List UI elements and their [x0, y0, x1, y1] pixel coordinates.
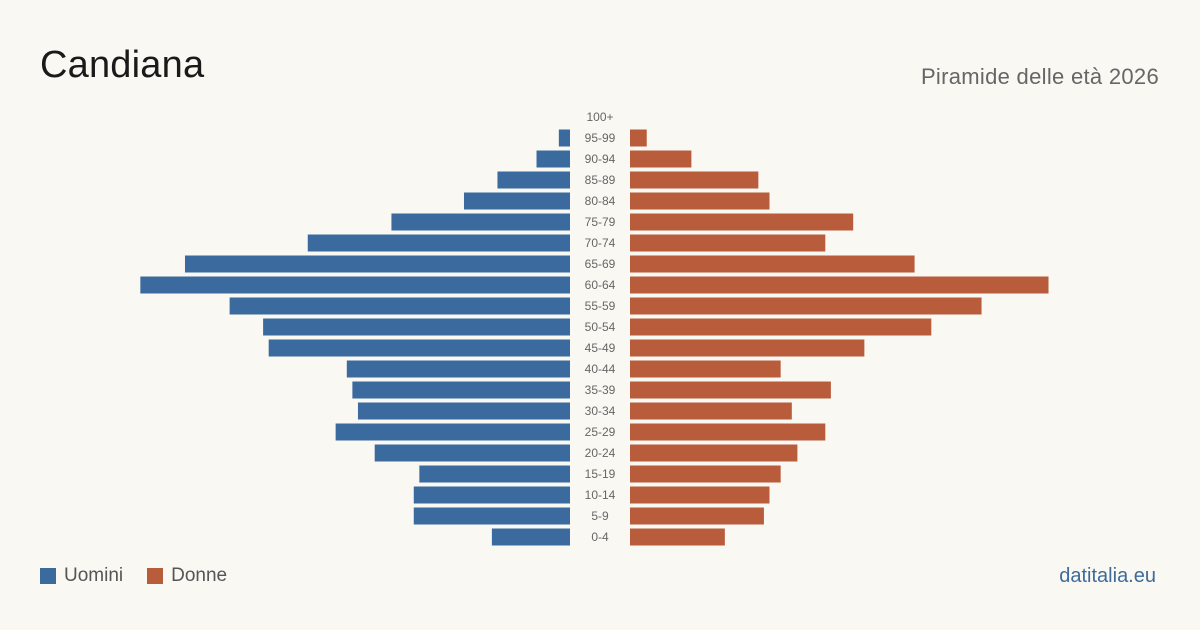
- age-label-55-59: 55-59: [585, 299, 616, 313]
- bar-women-30-34: [630, 402, 792, 420]
- bar-women-15-19: [630, 465, 781, 483]
- chart-subtitle: Piramide delle età 2026: [920, 64, 1159, 89]
- age-label-75-79: 75-79: [585, 215, 616, 229]
- age-label-85-89: 85-89: [585, 173, 616, 187]
- legend-item-men: Uomini: [40, 565, 123, 587]
- bar-men-55-59: [229, 297, 570, 315]
- bar-men-15-19: [419, 465, 570, 483]
- age-label-20-24: 20-24: [585, 446, 616, 460]
- bar-women-45-49: [630, 339, 865, 357]
- bar-women-85-89: [630, 171, 759, 189]
- age-label-70-74: 70-74: [585, 236, 616, 250]
- bar-men-70-74: [307, 234, 570, 252]
- age-label-10-14: 10-14: [585, 488, 616, 502]
- age-label-15-19: 15-19: [585, 467, 616, 481]
- age-label-90-94: 90-94: [585, 152, 616, 166]
- bar-men-5-9: [413, 507, 570, 525]
- bar-women-90-94: [630, 150, 692, 168]
- age-label-95-99: 95-99: [585, 131, 616, 145]
- bar-men-60-64: [140, 276, 570, 294]
- bar-men-45-49: [268, 339, 570, 357]
- legend-item-women: Donne: [147, 565, 227, 587]
- bar-men-65-69: [184, 255, 571, 273]
- bar-women-80-84: [630, 192, 770, 210]
- bar-women-10-14: [630, 486, 770, 504]
- legend-label-men: Uomini: [64, 565, 124, 586]
- age-label-60-64: 60-64: [585, 278, 616, 292]
- bar-women-75-79: [630, 213, 854, 231]
- bar-men-40-44: [346, 360, 570, 378]
- bar-men-90-94: [536, 150, 570, 168]
- page-title: Candiana: [40, 44, 205, 86]
- age-label-45-49: 45-49: [585, 341, 616, 355]
- bar-women-0-4: [630, 528, 725, 546]
- age-label-35-39: 35-39: [585, 383, 616, 397]
- bar-women-20-24: [630, 444, 798, 462]
- age-label-80-84: 80-84: [585, 194, 616, 208]
- bar-men-75-79: [391, 213, 570, 231]
- bar-women-60-64: [630, 276, 1049, 294]
- bar-women-25-29: [630, 423, 826, 441]
- bar-men-0-4: [491, 528, 570, 546]
- bar-men-10-14: [413, 486, 570, 504]
- bar-women-95-99: [630, 129, 647, 147]
- bar-women-55-59: [630, 297, 982, 315]
- bar-men-20-24: [374, 444, 570, 462]
- bar-women-50-54: [630, 318, 932, 336]
- age-label-0-4: 0-4: [591, 530, 609, 544]
- age-label-40-44: 40-44: [585, 362, 616, 376]
- age-label-30-34: 30-34: [585, 404, 616, 418]
- bar-men-30-34: [357, 402, 570, 420]
- age-label-50-54: 50-54: [585, 320, 616, 334]
- bar-men-95-99: [558, 129, 570, 147]
- chart-legend: Uomini Donne: [40, 565, 251, 587]
- legend-label-women: Donne: [171, 565, 228, 586]
- brand-link[interactable]: datitalia.eu: [1059, 565, 1156, 587]
- bar-men-85-89: [497, 171, 570, 189]
- bar-women-35-39: [630, 381, 831, 399]
- bar-women-70-74: [630, 234, 826, 252]
- age-label-5-9: 5-9: [591, 509, 609, 523]
- bar-women-65-69: [630, 255, 915, 273]
- legend-swatch-men: [40, 568, 56, 584]
- bar-men-50-54: [263, 318, 570, 336]
- bar-women-5-9: [630, 507, 764, 525]
- bar-men-35-39: [352, 381, 570, 399]
- legend-swatch-women: [147, 568, 164, 584]
- age-label-65-69: 65-69: [585, 257, 616, 271]
- bar-men-80-84: [463, 192, 570, 210]
- age-label-25-29: 25-29: [585, 425, 616, 439]
- age-label-100plus: 100+: [586, 110, 613, 124]
- bar-men-25-29: [335, 423, 570, 441]
- bar-women-40-44: [630, 360, 781, 378]
